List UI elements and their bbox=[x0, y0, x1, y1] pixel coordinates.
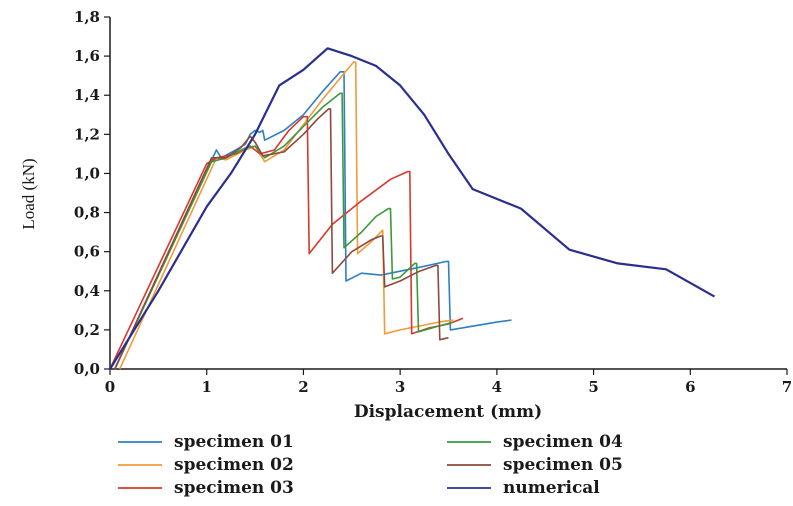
y-tick-label: 1,4 bbox=[74, 86, 100, 104]
y-tick-label: 0,8 bbox=[74, 204, 100, 222]
x-tick-label: 1 bbox=[201, 378, 211, 396]
x-tick-label: 7 bbox=[782, 378, 792, 396]
series-line-specimen-04 bbox=[114, 92, 454, 370]
y-tick-label: 0,4 bbox=[74, 282, 100, 300]
y-tick-label: 1,8 bbox=[74, 8, 100, 26]
legend-label: specimen 02 bbox=[174, 455, 294, 475]
x-tick-label: 3 bbox=[395, 378, 405, 396]
series-line-numerical bbox=[109, 47, 716, 370]
x-tick-label: 0 bbox=[105, 378, 115, 396]
y-tick-label: 1,0 bbox=[74, 164, 100, 182]
x-tick-label: 4 bbox=[492, 378, 502, 396]
legend-label: specimen 05 bbox=[503, 455, 623, 475]
x-axis-label: Displacement (mm) bbox=[354, 402, 542, 422]
y-tick-label: 0,6 bbox=[74, 243, 100, 261]
axes bbox=[109, 17, 787, 370]
y-tick-label: 0,2 bbox=[74, 321, 100, 339]
x-tick-label: 2 bbox=[298, 378, 308, 396]
series-line-specimen-03 bbox=[109, 115, 464, 370]
series-line-specimen-01 bbox=[114, 71, 512, 370]
x-tick-label: 5 bbox=[588, 378, 598, 396]
series-lines bbox=[109, 47, 716, 370]
y-tick-label: 0,0 bbox=[74, 360, 100, 378]
x-tick-label: 6 bbox=[685, 378, 695, 396]
legend-label: specimen 04 bbox=[503, 432, 623, 452]
series-line-specimen-02 bbox=[118, 61, 454, 370]
legend: specimen 01 specimen 02 specimen 03 specime… bbox=[118, 432, 623, 498]
y-ticks: 0,0 0,2 0,4 0,6 0,8 1,0 1,2 1,4 1,6 1,8 bbox=[74, 8, 110, 378]
y-tick-label: 1,6 bbox=[74, 47, 100, 65]
x-ticks: 0 1 2 3 4 5 6 7 bbox=[105, 369, 792, 396]
y-tick-label: 1,2 bbox=[74, 125, 100, 143]
legend-label: specimen 03 bbox=[174, 478, 294, 498]
legend-label: specimen 01 bbox=[174, 432, 294, 452]
series-line-specimen-05 bbox=[114, 108, 449, 370]
y-axis-label: Load (kN) bbox=[19, 158, 38, 229]
legend-label: numerical bbox=[503, 478, 600, 498]
